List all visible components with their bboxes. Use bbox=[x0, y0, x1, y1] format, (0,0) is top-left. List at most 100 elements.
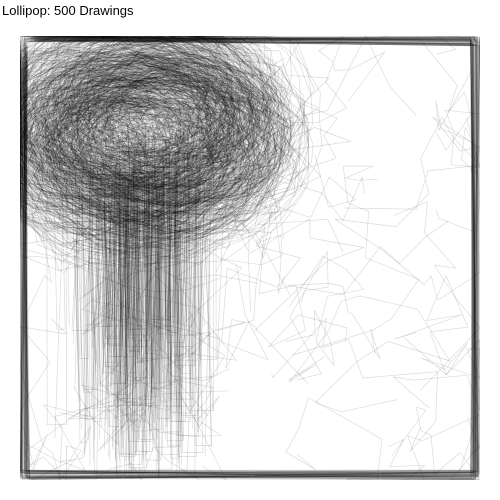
drawing-stroke bbox=[109, 36, 268, 325]
drawing-stroke bbox=[20, 52, 230, 367]
drawing-stroke bbox=[125, 84, 276, 447]
drawing-stroke bbox=[41, 98, 197, 326]
drawing-stroke bbox=[20, 36, 276, 383]
drawing-stroke bbox=[92, 261, 206, 344]
drawing-stroke bbox=[74, 73, 200, 336]
drawing-stroke bbox=[22, 36, 476, 475]
drawing-stroke bbox=[37, 79, 237, 349]
drawing-stroke bbox=[22, 56, 257, 347]
drawing-stroke bbox=[20, 63, 222, 400]
drawing-stroke bbox=[20, 36, 480, 480]
drawing-stroke bbox=[116, 110, 255, 388]
drawing-stroke bbox=[80, 74, 286, 362]
drawing-stroke bbox=[42, 45, 277, 379]
drawing-stroke bbox=[21, 36, 478, 480]
drawing-stroke bbox=[47, 36, 235, 392]
drawing-stroke bbox=[73, 79, 255, 397]
drawing-stroke bbox=[22, 40, 480, 473]
drawing-stroke bbox=[20, 36, 229, 327]
drawing-stroke bbox=[66, 74, 189, 423]
drawing-stroke bbox=[58, 84, 217, 471]
drawing-stroke bbox=[20, 36, 236, 417]
drawing-stroke bbox=[83, 161, 218, 297]
drawing-stroke bbox=[57, 36, 227, 327]
drawing-stroke bbox=[100, 81, 278, 393]
drawing-stroke bbox=[29, 39, 217, 389]
drawing-stroke bbox=[36, 42, 246, 400]
drawing-stroke bbox=[74, 98, 246, 417]
drawing-stroke bbox=[86, 95, 198, 417]
drawing-stroke bbox=[82, 72, 289, 342]
drawing-stroke bbox=[84, 97, 200, 209]
drawing-stroke bbox=[20, 39, 479, 476]
drawing-stroke bbox=[24, 39, 478, 476]
drawing-stroke bbox=[69, 38, 242, 336]
drawing-stroke bbox=[44, 72, 239, 443]
drawing-stroke bbox=[24, 38, 475, 478]
drawing-stroke bbox=[47, 60, 299, 416]
drawing-stroke bbox=[124, 87, 209, 387]
drawing-stroke bbox=[20, 36, 252, 379]
drawing-stroke bbox=[20, 440, 201, 480]
drawing-canvas bbox=[20, 36, 480, 480]
drawing-stroke bbox=[25, 38, 479, 476]
drawing-stroke bbox=[44, 40, 290, 446]
drawing-stroke bbox=[41, 99, 187, 400]
drawing-stroke bbox=[45, 79, 228, 406]
drawing-stroke bbox=[20, 36, 266, 442]
drawing-stroke bbox=[59, 366, 149, 452]
drawing-stroke bbox=[28, 61, 256, 398]
drawing-overlay-svg bbox=[20, 36, 480, 480]
drawing-stroke bbox=[20, 64, 270, 416]
drawing-stroke bbox=[42, 75, 177, 405]
drawing-stroke bbox=[217, 234, 301, 361]
drawing-stroke bbox=[57, 45, 199, 359]
drawing-stroke bbox=[22, 36, 479, 478]
drawing-stroke bbox=[43, 60, 246, 389]
drawing-stroke bbox=[77, 38, 310, 367]
drawing-stroke bbox=[65, 95, 176, 457]
drawing-stroke bbox=[20, 36, 239, 351]
drawing-stroke bbox=[20, 71, 252, 336]
drawing-stroke bbox=[20, 318, 155, 471]
drawing-stroke bbox=[33, 77, 199, 379]
drawing-stroke bbox=[56, 98, 166, 468]
drawing-stroke bbox=[83, 73, 189, 326]
drawing-stroke bbox=[20, 42, 219, 349]
drawing-stroke bbox=[124, 36, 230, 122]
drawing-stroke bbox=[97, 36, 284, 471]
drawing-stroke bbox=[20, 81, 291, 369]
drawing-stroke bbox=[47, 100, 156, 333]
drawing-stroke bbox=[45, 59, 210, 423]
drawing-stroke bbox=[31, 36, 193, 333]
drawing-stroke bbox=[20, 36, 259, 364]
drawing-stroke bbox=[105, 57, 227, 375]
drawing-stroke bbox=[105, 65, 309, 361]
drawing-stroke bbox=[67, 274, 209, 429]
drawing-stroke bbox=[51, 76, 245, 461]
drawing-stroke bbox=[29, 63, 244, 325]
drawing-stroke bbox=[76, 80, 173, 382]
drawing-stroke bbox=[55, 57, 294, 457]
drawing-stroke bbox=[20, 37, 477, 480]
drawing-stroke bbox=[27, 44, 230, 335]
drawing-stroke bbox=[20, 36, 212, 327]
drawing-stroke bbox=[51, 36, 207, 67]
drawing-stroke bbox=[27, 76, 241, 392]
drawing-stroke bbox=[20, 69, 275, 462]
drawing-stroke bbox=[35, 69, 266, 320]
drawing-stroke bbox=[93, 36, 177, 86]
drawing-stroke bbox=[86, 104, 201, 366]
drawing-stroke bbox=[118, 72, 210, 372]
drawing-stroke bbox=[101, 53, 235, 368]
drawing-stroke bbox=[103, 105, 211, 433]
drawing-stroke bbox=[20, 36, 256, 479]
drawing-stroke bbox=[22, 36, 475, 476]
drawing-stroke bbox=[432, 69, 480, 173]
drawing-stroke bbox=[20, 37, 480, 471]
drawing-stroke bbox=[20, 36, 282, 466]
drawing-stroke bbox=[83, 36, 292, 358]
drawing-stroke bbox=[126, 302, 309, 385]
drawing-stroke bbox=[41, 80, 261, 442]
drawing-stroke bbox=[46, 36, 285, 328]
